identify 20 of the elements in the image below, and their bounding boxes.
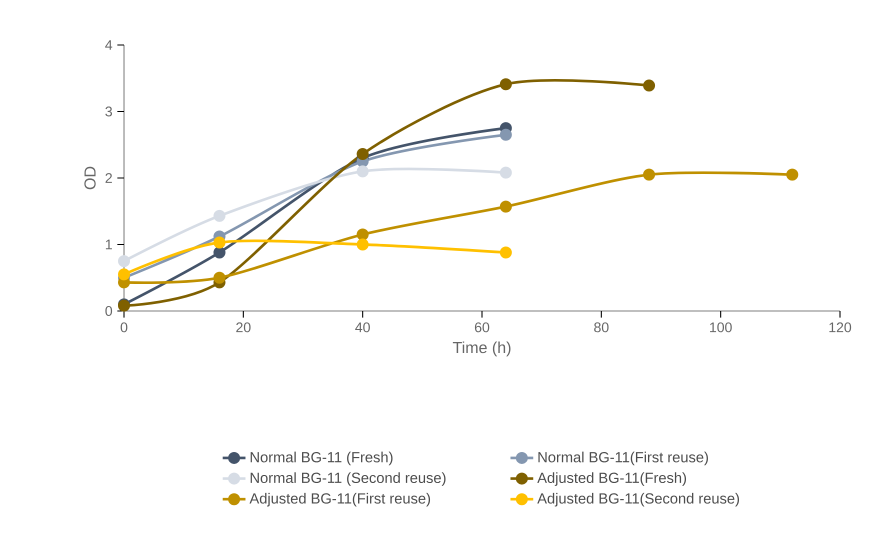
- x-tick-label: 40: [355, 322, 370, 332]
- y-tick-label: 4: [105, 40, 112, 50]
- legend-label: Normal BG-11(First reuse): [538, 452, 708, 466]
- y-axis-title: OD: [84, 166, 96, 190]
- legend-label: Adjusted BG-11(First reuse): [250, 492, 430, 507]
- x-tick-label: 60: [474, 322, 490, 332]
- x-tick-label: 120: [829, 322, 852, 332]
- x-axis-title: Time (h): [452, 341, 510, 356]
- x-tick-label: 0: [120, 322, 128, 332]
- legend-label: Normal BG-11 (Second reuse): [250, 472, 446, 486]
- y-tick-label: 1: [106, 240, 112, 250]
- legend-label: Adjusted BG-11(Fresh): [537, 472, 686, 486]
- y-tick-label: 0: [105, 306, 112, 316]
- y-tick-label: 3: [105, 106, 112, 116]
- legend-label: Adjusted BG-11(Second reuse): [537, 492, 740, 507]
- x-tick-label: 100: [710, 322, 732, 332]
- x-tick-label: 20: [236, 322, 251, 332]
- y-tick-label: 2: [106, 173, 112, 183]
- x-tick-label: 80: [594, 322, 609, 332]
- legend-label: Normal BG-11 (Fresh): [250, 452, 393, 466]
